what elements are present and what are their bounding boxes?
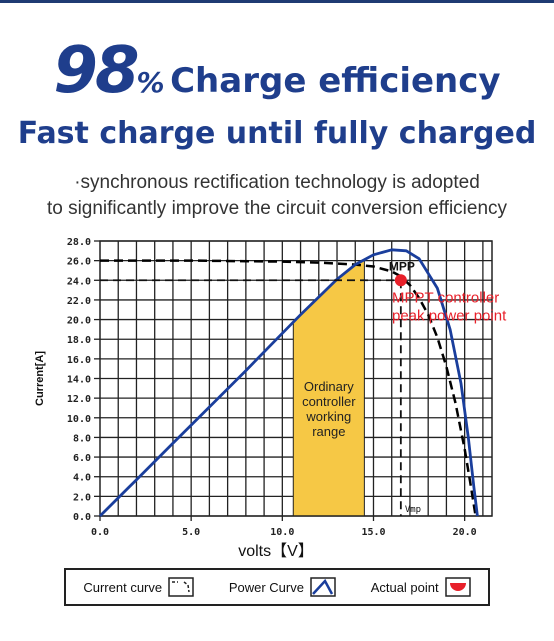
mpp-label: MPP xyxy=(389,259,415,273)
mppt-annotation-line: peak power point xyxy=(392,307,507,324)
vmp-label: Vmp xyxy=(405,505,421,515)
y-tick-label: 20.0 xyxy=(67,316,91,327)
y-tick-label: 14.0 xyxy=(67,375,91,386)
y-tick-label: 0.0 xyxy=(73,512,91,523)
subtitle-line-1: ·synchronous rectification technology is… xyxy=(74,172,480,193)
y-tick-label: 8.0 xyxy=(73,433,91,444)
working-range-label: range xyxy=(312,424,345,439)
top-divider xyxy=(0,0,554,3)
x-tick-label: 10.0 xyxy=(270,527,294,538)
y-tick-label: 16.0 xyxy=(67,355,91,366)
working-range-label: Ordinary xyxy=(304,379,354,394)
legend-item-actual-point: Actual point xyxy=(371,577,471,597)
legend-label-power: Power Curve xyxy=(228,579,304,595)
y-tick-label: 12.0 xyxy=(67,394,91,405)
efficiency-number: 98 xyxy=(53,34,139,108)
legend-label-current: Current curve xyxy=(83,579,163,595)
y-tick-label: 28.0 xyxy=(67,237,91,248)
working-range-label: working xyxy=(305,409,351,424)
y-tick-label: 26.0 xyxy=(67,257,91,268)
legend-label-actual-point: Actual point xyxy=(370,579,439,595)
mppt-annotation-line: MPPT controller xyxy=(392,289,499,306)
y-tick-label: 18.0 xyxy=(67,335,91,346)
actual-point-icon xyxy=(444,577,471,597)
x-axis-label: volts【V】 xyxy=(238,543,314,560)
chart-series xyxy=(99,248,479,517)
y-tick-label: 24.0 xyxy=(67,276,91,287)
y-tick-label: 4.0 xyxy=(73,473,91,484)
power-curve-icon xyxy=(310,577,336,597)
working-range-label: controller xyxy=(302,394,356,409)
headline-fast-charge: Fast charge until fully charged xyxy=(17,116,537,151)
current-curve-icon xyxy=(168,577,194,597)
x-tick-label: 20.0 xyxy=(453,527,477,538)
y-tick-label: 2.0 xyxy=(73,492,91,503)
chart-ticks: 0.0 2.0 4.0 6.0 8.0 10.0 12.0 14.0 16.0 18.0 20.0 2… xyxy=(67,237,477,538)
headline-efficiency: 98% Charge efficiency xyxy=(0,34,554,108)
efficiency-percent: % xyxy=(136,66,165,99)
power-curve-line xyxy=(99,248,479,517)
x-tick-label: 0.0 xyxy=(91,527,109,538)
legend-item-current: Current curve xyxy=(83,577,194,597)
subtitle-line-2: to significantly improve the circuit con… xyxy=(46,198,508,219)
mpp-marker xyxy=(394,274,407,287)
x-tick-label: 5.0 xyxy=(182,527,200,538)
chart-legend: Current curve Power Curve Actual point xyxy=(64,568,490,606)
y-axis-label: Current[A] xyxy=(34,351,46,406)
y-tick-label: 10.0 xyxy=(67,414,91,425)
current-curve-line xyxy=(100,259,477,517)
y-tick-label: 22.0 xyxy=(67,296,91,307)
efficiency-title: Charge efficiency xyxy=(170,61,501,101)
x-tick-label: 15.0 xyxy=(361,527,385,538)
legend-item-power: Power Curve xyxy=(229,577,336,597)
y-tick-label: 6.0 xyxy=(73,453,91,464)
